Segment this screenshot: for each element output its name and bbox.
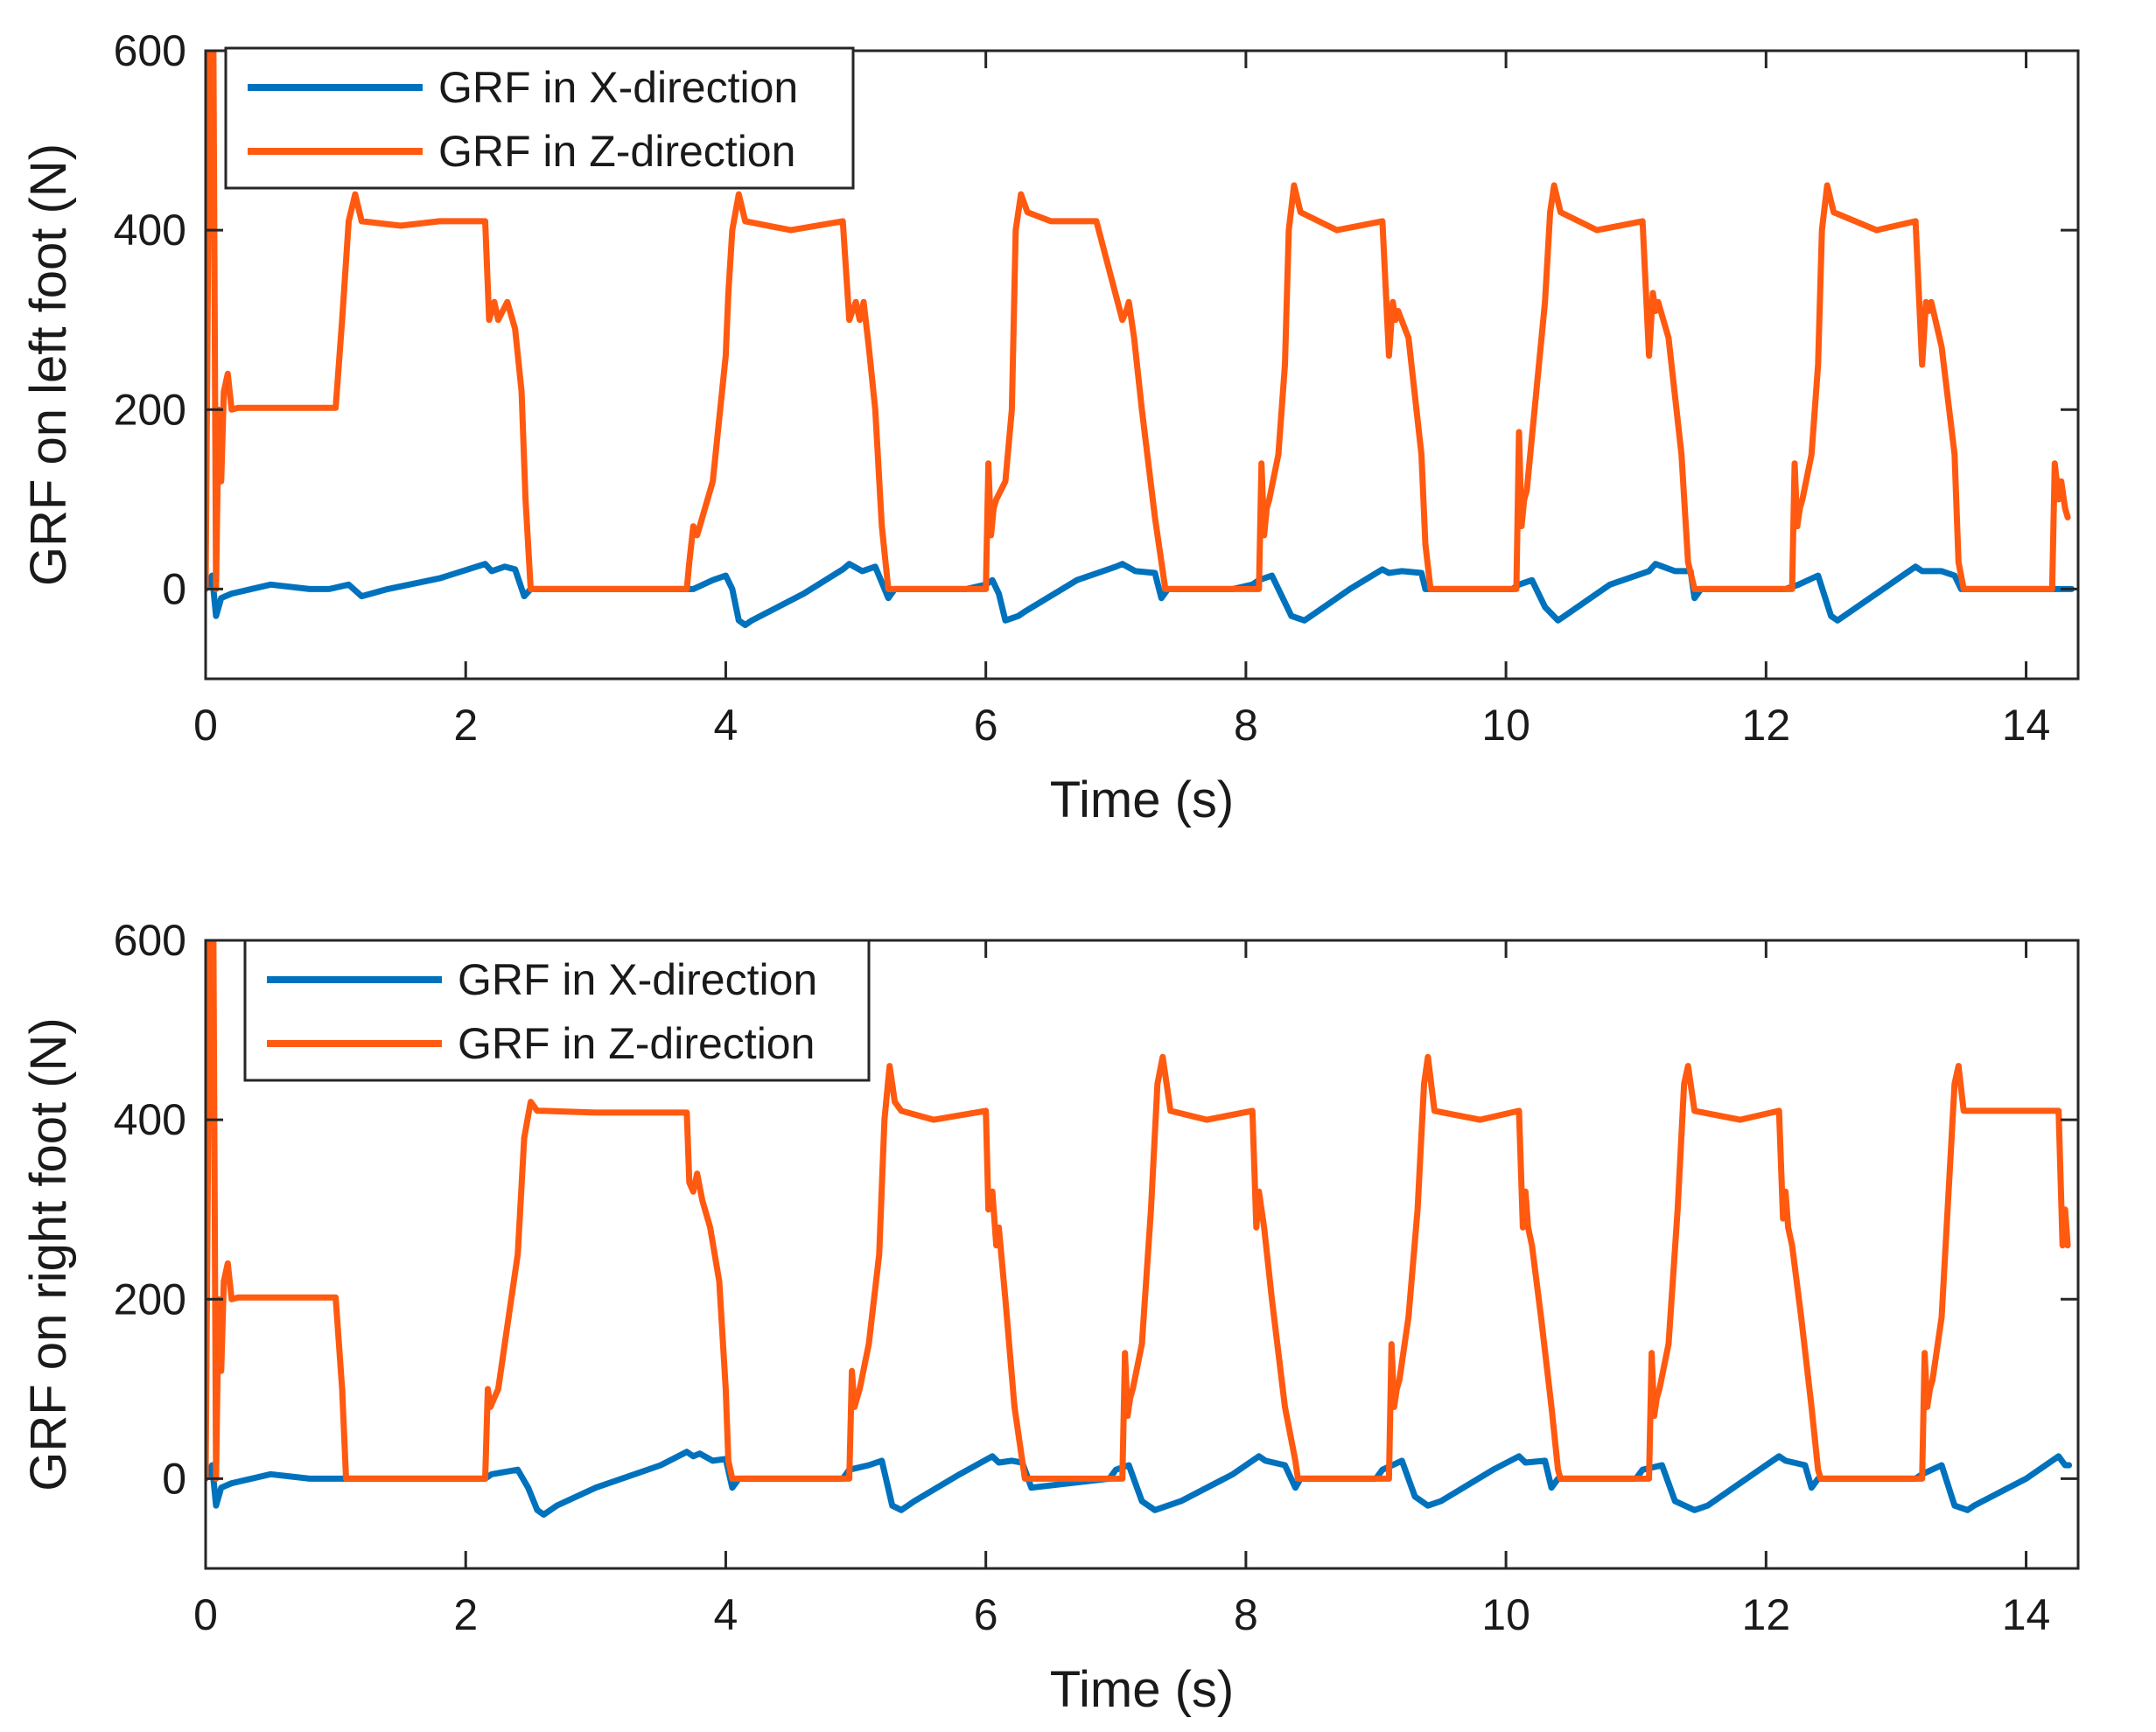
y-tick-label: 0: [162, 1454, 186, 1503]
y-axis-label: GRF on right foot (N): [20, 1017, 77, 1491]
axes-box: [204, 49, 2080, 681]
x-tick-label: 0: [193, 701, 218, 750]
series-line-z-direction: [206, 51, 2071, 592]
y-tick-label: 600: [114, 26, 186, 75]
legend: GRF in X-direction GRF in Z-direction: [224, 46, 855, 190]
y-tick-label: 200: [114, 1275, 186, 1323]
x-tick-label: 4: [714, 1590, 738, 1639]
series-line-x-direction: [206, 1449, 2073, 1518]
legend-label: GRF in X-direction: [438, 63, 798, 112]
x-tick-label: 10: [1481, 701, 1530, 750]
y-tick-label: 400: [114, 1095, 186, 1144]
x-axis-label: Time (s): [1050, 1661, 1234, 1718]
x-tick-label: 4: [714, 701, 738, 750]
x-axis-label: Time (s): [1050, 772, 1234, 828]
y-tick-label: 0: [162, 564, 186, 613]
legend-box: [224, 46, 855, 190]
chart-panel-1: 0 2 4 6 8 10 12 14 0 200 400 600 Time (s) GRF on left…: [20, 26, 2080, 828]
x-tick-label: 2: [453, 701, 478, 750]
chart-panel-2: 0 2 4 6 8 10 12 14 0 200 400 600 Time (s) GRF on righ…: [20, 916, 2080, 1718]
x-tick-label: 6: [974, 1590, 998, 1639]
legend-box: [243, 939, 871, 1082]
y-tick-label: 200: [114, 385, 186, 434]
y-tick-label: 400: [114, 206, 186, 255]
x-tick-label: 12: [1742, 1590, 1791, 1639]
x-tick-label: 8: [1234, 1590, 1258, 1639]
series-line-z-direction: [206, 940, 2071, 1482]
y-tick-label: 600: [114, 916, 186, 965]
x-tick-label: 0: [193, 1590, 218, 1639]
x-tick-label: 14: [2002, 1590, 2051, 1639]
legend-label: GRF in X-direction: [458, 955, 817, 1004]
x-tick-label: 6: [974, 701, 998, 750]
x-tick-label: 8: [1234, 701, 1258, 750]
y-axis-label: GRF on left foot (N): [20, 143, 77, 586]
x-tick-label: 2: [453, 1590, 478, 1639]
x-tick-label: 10: [1481, 1590, 1530, 1639]
legend: GRF in X-direction GRF in Z-direction: [243, 939, 871, 1082]
x-tick-label: 14: [2002, 701, 2051, 750]
legend-label: GRF in Z-direction: [458, 1019, 815, 1068]
x-tick-label: 12: [1742, 701, 1791, 750]
axes-box: [204, 939, 2080, 1570]
legend-label: GRF in Z-direction: [438, 127, 795, 176]
